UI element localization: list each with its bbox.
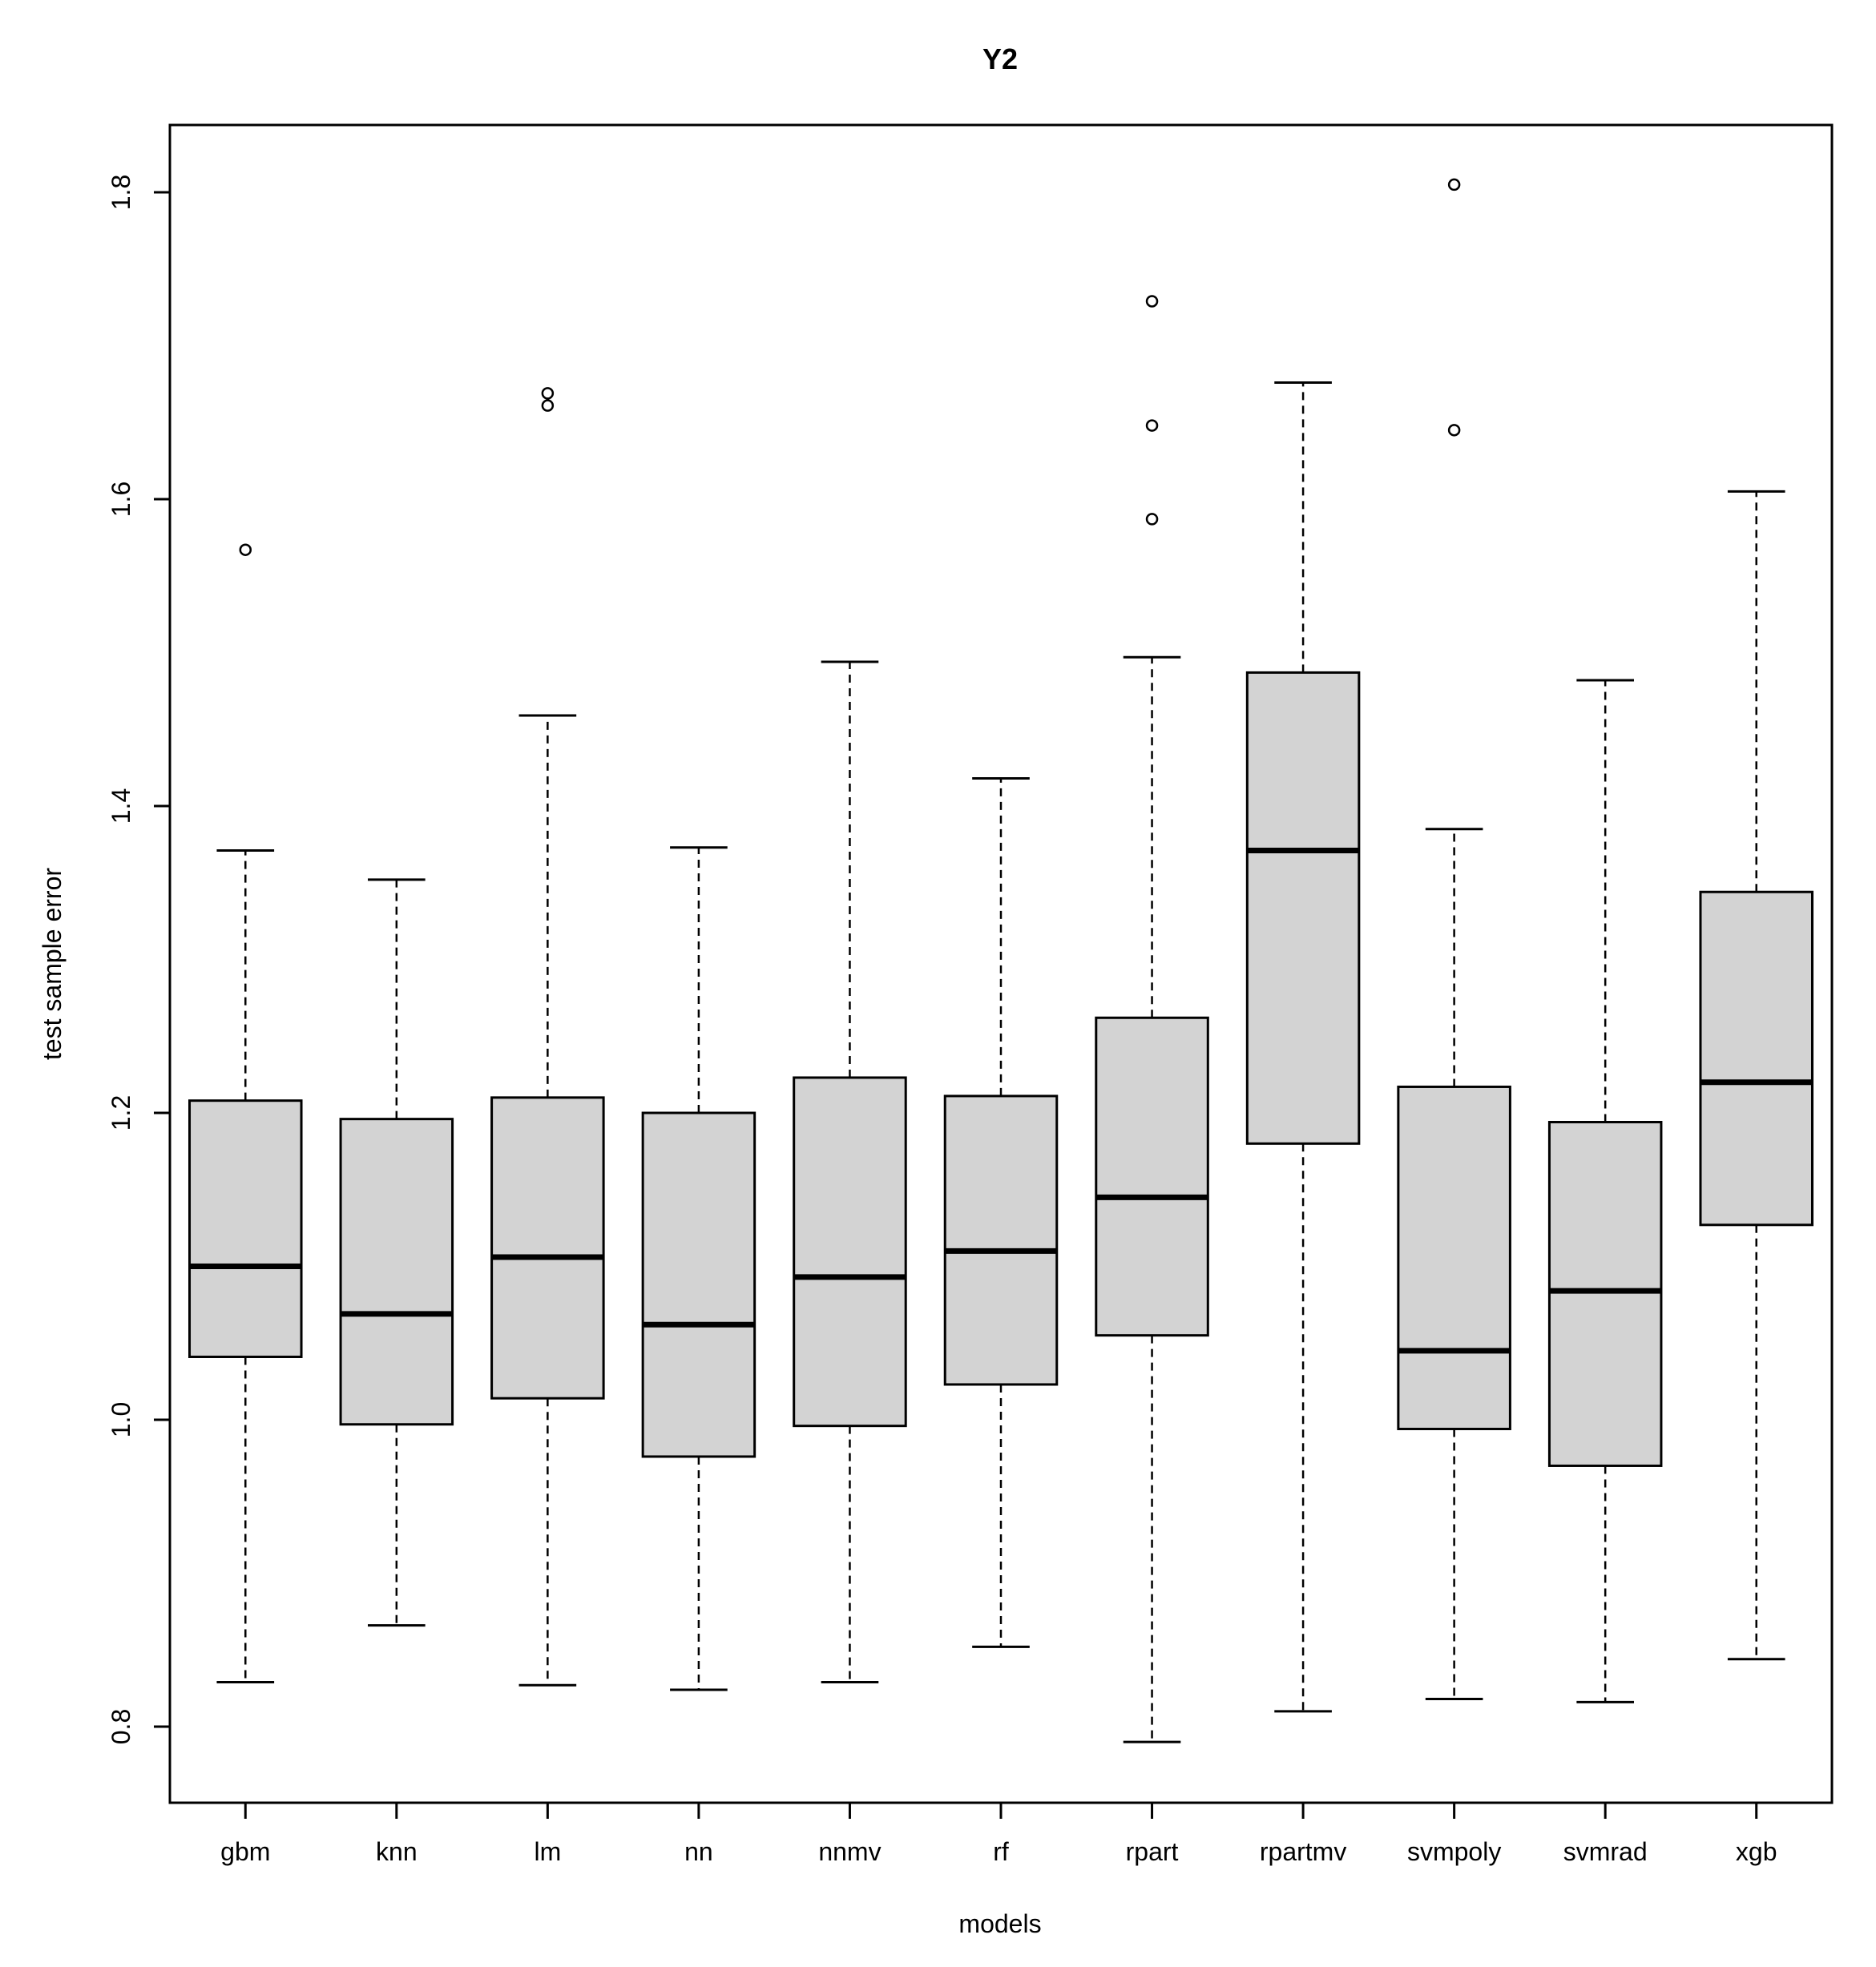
boxes-layer — [188, 178, 1813, 1743]
x-tick-label-svmrad: svmrad — [1563, 1837, 1648, 1866]
iqr-box-svmrad — [1547, 1120, 1663, 1467]
x-axis: gbm knn lm nn nnmv rf rpart rpartmv svmpoly svmra… — [220, 1803, 1777, 1866]
y-tick-label-1.6: 1.6 — [107, 482, 135, 517]
outlier-point-gbm-0 — [239, 543, 252, 556]
outlier-point-rpart-1 — [1145, 419, 1159, 432]
y-tick-label-1.4: 1.4 — [107, 788, 135, 824]
x-tick-label-lm: lm — [534, 1837, 561, 1866]
iqr-box-nn — [641, 1111, 756, 1458]
box-group-nn — [641, 846, 756, 1691]
x-tick-label-gbm: gbm — [220, 1837, 270, 1866]
iqr-box-knn — [339, 1118, 454, 1426]
x-tick-label-nn: nn — [684, 1837, 713, 1866]
box-group-xgb — [1699, 490, 1813, 1661]
x-tick-label-rpartmv: rpartmv — [1260, 1837, 1346, 1866]
box-group-svmpoly — [1397, 178, 1511, 1701]
x-axis-label: models — [958, 1909, 1041, 1938]
x-tick-label-knn: knn — [376, 1837, 418, 1866]
outlier-point-svmpoly-0 — [1447, 178, 1461, 191]
outlier-point-svmpoly-1 — [1447, 424, 1461, 437]
x-tick-label-rf: rf — [993, 1837, 1009, 1866]
iqr-box-rf — [943, 1094, 1059, 1386]
y-tick-label-0.8: 0.8 — [107, 1709, 135, 1744]
box-group-rf — [943, 777, 1059, 1648]
y-axis: 0.8 1.0 1.2 1.4 1.6 1.8 — [107, 175, 171, 1744]
box-group-knn — [339, 878, 454, 1627]
y-tick-label-1.0: 1.0 — [107, 1402, 135, 1437]
iqr-box-rpartmv — [1245, 671, 1361, 1145]
iqr-box-xgb — [1699, 890, 1813, 1227]
box-group-nnmv — [793, 660, 907, 1683]
chart-title: Y2 — [982, 42, 1018, 75]
outlier-point-rpart-2 — [1145, 513, 1159, 526]
x-tick-label-nnmv: nnmv — [818, 1837, 881, 1866]
outlier-point-lm-0 — [541, 387, 555, 400]
outlier-point-lm-1 — [541, 399, 555, 412]
x-tick-label-xgb: xgb — [1736, 1837, 1777, 1866]
iqr-box-gbm — [188, 1099, 303, 1358]
iqr-box-svmpoly — [1397, 1085, 1511, 1430]
y-tick-label-1.8: 1.8 — [107, 175, 135, 210]
box-group-rpartmv — [1245, 381, 1361, 1713]
box-group-lm — [490, 387, 605, 1687]
y-tick-label-1.2: 1.2 — [107, 1095, 135, 1131]
iqr-box-rpart — [1095, 1016, 1209, 1337]
box-group-gbm — [188, 543, 303, 1683]
iqr-box-lm — [490, 1096, 605, 1400]
iqr-box-nnmv — [793, 1076, 907, 1428]
x-tick-label-rpart: rpart — [1126, 1837, 1179, 1866]
box-group-rpart — [1095, 295, 1209, 1743]
box-group-svmrad — [1547, 679, 1663, 1703]
outlier-point-rpart-0 — [1145, 295, 1159, 308]
y-axis-label: test sample error — [38, 868, 67, 1060]
x-tick-label-svmpoly: svmpoly — [1407, 1837, 1501, 1866]
